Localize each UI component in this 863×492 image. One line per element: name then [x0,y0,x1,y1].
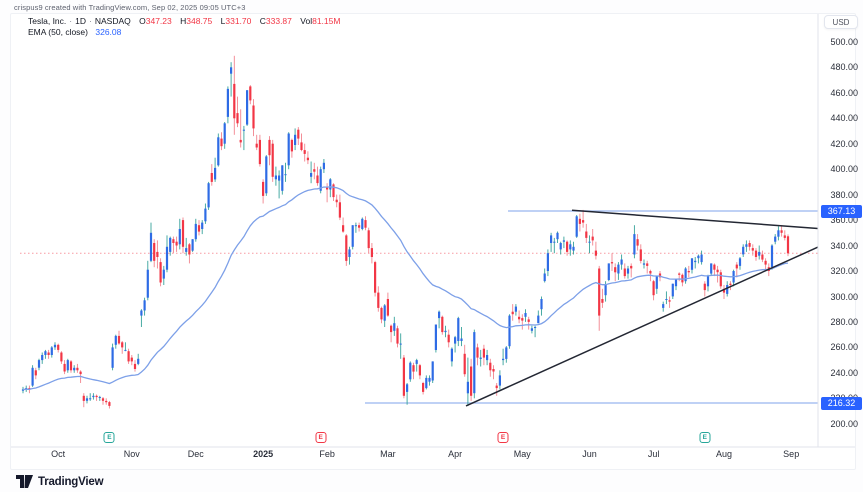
price-tick: 460.00 [830,87,858,98]
tradingview-wordmark: TradingView [38,475,104,488]
trendline [465,246,818,407]
month-label: 2025 [253,449,274,459]
volume-value: 81.15M [312,16,341,26]
indicator-legend-row[interactable]: EMA (50, close) 326.08 [28,27,340,38]
month-label: Mar [380,449,396,459]
low-value: 331.70 [225,16,252,26]
earnings-badge[interactable]: E [497,432,509,443]
open-value: 347.23 [145,16,172,26]
price-tick: 360.00 [830,215,858,226]
earnings-badge[interactable]: E [699,432,711,443]
month-label: Dec [187,449,204,459]
price-line-badge: 367.13 [821,204,862,218]
price-line-badge: 216.32 [821,396,862,410]
tradingview-logo[interactable]: TradingView [16,475,104,488]
tradingview-logo-icon [16,475,33,488]
price-tick: 300.00 [830,291,858,302]
earnings-badge[interactable]: E [315,432,327,443]
down-candle-bodies [28,83,790,406]
high-label: H [180,16,187,26]
symbol-legend-row[interactable]: Tesla, Inc. · 1D · NASDAQ O347.23 H348.75 L3… [28,16,340,27]
up-candle-wicks [22,62,779,406]
month-label: Sep [783,449,800,459]
month-label: Oct [51,449,66,459]
month-label: Feb [319,449,335,459]
legend-separator2: · [89,16,92,26]
indicator-value: 326.08 [95,27,122,37]
price-tick: 280.00 [830,316,858,327]
attribution-text: crispus9 created with TradingView.com, S… [14,3,246,12]
month-label: Jun [582,449,597,459]
high-value: 348.75 [186,16,213,26]
chart-legend: Tesla, Inc. · 1D · NASDAQ O347.23 H348.75 L3… [28,16,340,38]
volume-label: Vol [300,16,313,26]
month-label: Aug [715,449,733,459]
indicator-name: EMA (50, close) [28,27,88,37]
ema-line [22,186,789,391]
open-label: O [139,16,146,26]
price-tick: 320.00 [830,266,858,276]
legend-separator: · [69,16,73,26]
currency-button[interactable]: USD [824,15,858,29]
month-label: Apr [448,449,463,459]
price-tick: 420.00 [830,138,858,149]
price-tick: 240.00 [830,367,858,378]
month-label: Nov [123,449,140,459]
close-value: 333.87 [265,16,292,26]
timeframe-label: 1D [75,16,86,26]
month-label: May [513,449,531,459]
down-candle-wicks [28,55,789,409]
month-label: Jul [647,449,660,459]
price-tick: 440.00 [830,113,858,124]
price-tick: 480.00 [830,62,858,73]
price-tick: 200.00 [830,418,858,429]
close-label: C [259,16,266,26]
exchange-label: NASDAQ [94,16,131,26]
price-tick: 380.00 [830,189,858,200]
price-tick: 500.00 [830,36,858,47]
low-label: L [220,16,226,26]
price-tick: 260.00 [830,342,858,353]
earnings-badge[interactable]: E [103,432,115,443]
price-tick: 400.00 [830,164,858,175]
symbol-title: Tesla, Inc. [28,16,67,26]
trendline [571,209,818,230]
price-tick: 340.00 [830,240,858,251]
